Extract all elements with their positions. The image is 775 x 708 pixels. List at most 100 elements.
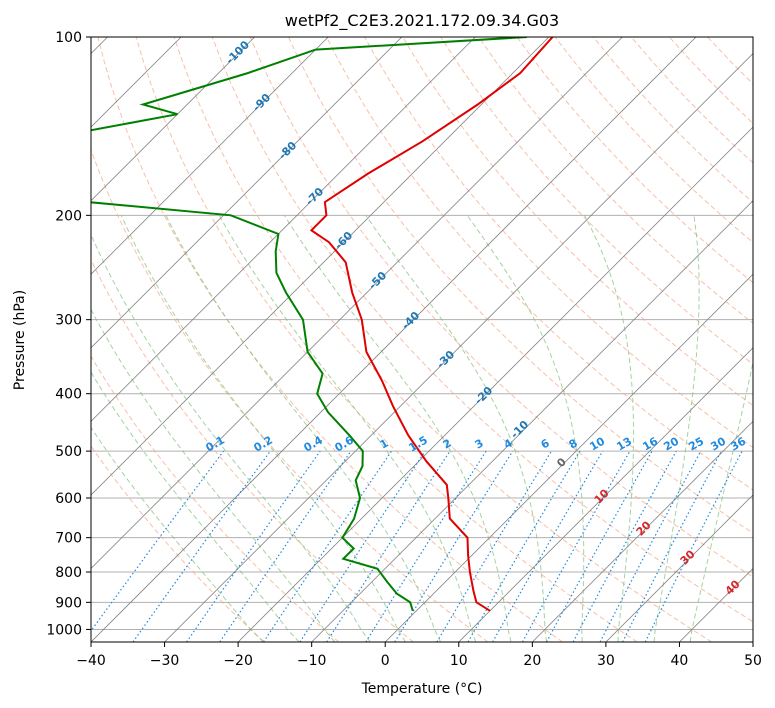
isotherm — [532, 420, 753, 642]
y-tick-label: 400 — [55, 387, 82, 403]
y-axis-label: Pressure (hPa) — [12, 290, 28, 390]
dewpoint-line — [91, 37, 527, 612]
isotherm-label: -50 — [366, 269, 389, 292]
isotherm-label: 10 — [592, 486, 612, 506]
isotherm-label: 0 — [554, 455, 569, 470]
moist-adiabat — [365, 215, 548, 642]
moist-adiabat — [91, 233, 371, 642]
y-tick-label: 200 — [55, 208, 82, 224]
mixing-ratio-line — [622, 450, 722, 642]
moist-adiabat — [584, 215, 634, 642]
y-tick-label: 100 — [55, 30, 82, 46]
dry-adiabat — [135, 37, 638, 642]
isotherm-label: -10 — [508, 418, 531, 441]
x-tick-label: 50 — [744, 653, 762, 669]
x-axis-label: Temperature (°C) — [361, 681, 483, 697]
x-tick-label: 0 — [381, 653, 390, 669]
moist-adiabat — [165, 215, 442, 642]
mixing-ratio-line — [436, 450, 553, 642]
isotherm-label: -100 — [223, 38, 252, 67]
isotherm — [91, 37, 476, 422]
moist-adiabat — [91, 308, 336, 642]
mixing-ratio-line — [219, 450, 352, 642]
isotherm-label: -70 — [303, 185, 326, 208]
dry-adiabat — [97, 37, 563, 642]
mixing-ratio-line — [546, 450, 653, 642]
mixing-ratio-line — [326, 450, 451, 642]
mixing-ratio-line — [186, 450, 321, 642]
mixing-ratio-line — [521, 450, 631, 642]
y-axis: 100 200 300 400 500 600 700 800 900 1000 — [46, 30, 91, 638]
mixing-ratio-label: 3 — [473, 437, 486, 452]
x-tick-label: 10 — [450, 653, 468, 669]
y-tick-label: 900 — [55, 595, 82, 611]
isotherm — [91, 37, 623, 570]
isotherm — [237, 126, 753, 642]
isotherm — [91, 37, 403, 349]
dry-adiabat — [516, 37, 753, 284]
moist-adiabat — [283, 215, 512, 642]
moist-adiabat — [653, 215, 700, 642]
dry-adiabat — [173, 37, 713, 642]
isotherm — [164, 52, 753, 642]
x-tick-label: −30 — [150, 653, 180, 669]
moist-adiabat — [466, 215, 585, 642]
mixing-ratio-line — [572, 450, 677, 642]
dry-adiabat — [554, 37, 753, 244]
mixing-ratio-line — [599, 450, 702, 642]
isotherm — [91, 37, 255, 202]
dry-adiabat — [91, 258, 414, 642]
dry-adiabat — [326, 37, 753, 491]
isotherm-label: -40 — [399, 309, 422, 332]
y-tick-label: 800 — [55, 565, 82, 581]
dry-adiabat — [211, 37, 753, 623]
isotherm — [679, 567, 753, 642]
y-tick-label: 500 — [55, 444, 82, 460]
mixing-ratio-label: 2 — [441, 437, 454, 452]
x-tick-label: −40 — [76, 653, 106, 669]
mixing-ratio-line — [644, 450, 743, 642]
chart-title: wetPf2_C2E3.2021.172.09.34.G03 — [285, 11, 559, 31]
mixing-ratio-label: 4 — [502, 436, 515, 451]
dry-adiabat — [478, 37, 753, 324]
isotherm — [458, 347, 753, 642]
dry-adiabat — [440, 37, 753, 365]
mixing-ratio-line — [132, 450, 271, 642]
isotherm — [91, 37, 550, 496]
moist-adiabat — [218, 215, 477, 642]
isotherm-label: -20 — [472, 384, 495, 407]
y-tick-label: 300 — [55, 313, 82, 329]
x-tick-label: −10 — [297, 653, 327, 669]
isotherm-label: -30 — [434, 348, 457, 371]
mixing-ratio-label: 6 — [539, 436, 552, 451]
isotherm — [384, 273, 753, 642]
isotherm-label: -90 — [250, 91, 273, 114]
isotherm-label: 30 — [678, 547, 698, 567]
dry-adiabat — [91, 355, 340, 642]
isotherm — [605, 494, 753, 642]
isotherm — [91, 37, 697, 642]
dry-adiabat — [402, 37, 753, 407]
dry-adiabat — [91, 445, 265, 642]
temperature-line — [309, 37, 554, 612]
isotherm — [311, 200, 753, 642]
mixing-ratio-line — [394, 450, 514, 642]
x-tick-label: −20 — [223, 653, 253, 669]
mixing-ratio-label: 1 — [378, 437, 391, 452]
y-tick-label: 1000 — [46, 622, 82, 638]
dry-adiabat — [707, 37, 753, 85]
mixing-ratio-line — [262, 450, 392, 642]
dry-adiabat — [91, 148, 489, 642]
x-tick-label: 30 — [597, 653, 615, 669]
background-lines — [91, 37, 753, 642]
moist-adiabat — [91, 371, 300, 642]
moist-adiabat — [689, 360, 753, 642]
moist-adiabat — [120, 215, 406, 642]
isotherm — [91, 37, 329, 275]
dry-adiabat — [249, 37, 753, 578]
isotherm — [752, 641, 753, 642]
mixing-ratio-line — [91, 450, 224, 632]
mixing-ratio-line — [299, 450, 426, 642]
moist-adiabat — [91, 426, 264, 642]
